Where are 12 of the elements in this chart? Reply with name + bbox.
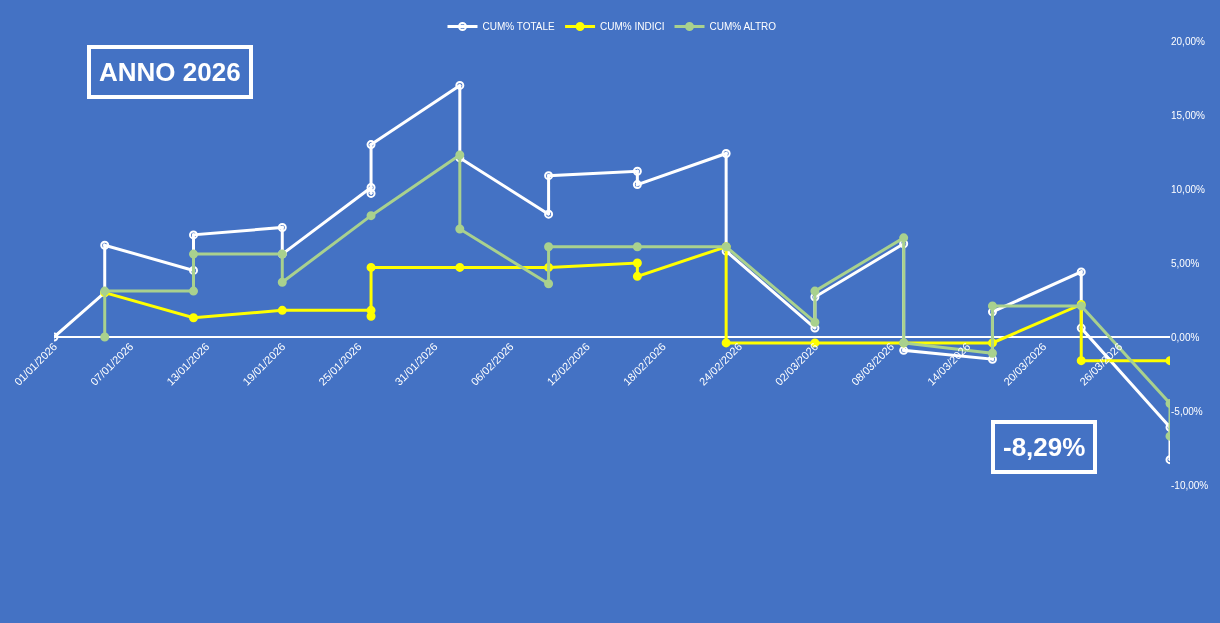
y-tick-label: -5,00% <box>1171 405 1203 417</box>
legend-label: CUM% INDICI <box>600 21 665 33</box>
y-tick-label: 20,00% <box>1171 35 1206 47</box>
y-tick-label: 5,00% <box>1171 257 1200 269</box>
y-tick-label: 0,00% <box>1171 331 1200 343</box>
legend-label: CUM% TOTALE <box>482 21 556 33</box>
legend-label: CUM% ALTRO <box>709 21 777 33</box>
annotation: ANNO 2026 <box>99 57 241 87</box>
y-tick-label: 15,00% <box>1171 109 1206 121</box>
y-tick-label: -10,00% <box>1171 479 1209 491</box>
y-tick-label: 10,00% <box>1171 183 1206 195</box>
annotation: -8,29% <box>1003 432 1086 462</box>
